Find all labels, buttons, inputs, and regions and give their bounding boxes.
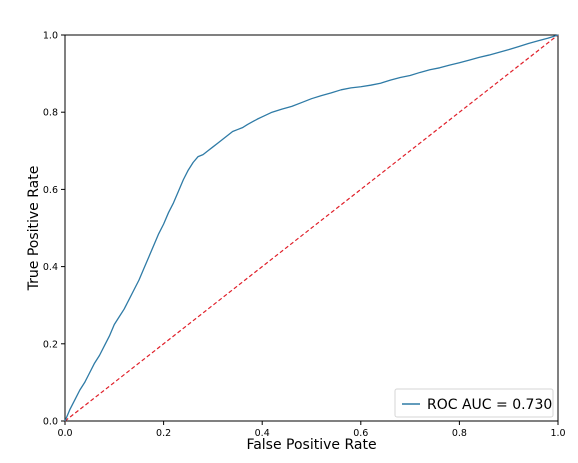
x-axis-title: False Positive Rate [246, 437, 376, 453]
roc-curve-line [64, 34, 559, 422]
x-axis-ticks: 0.0 0.2 0.4 0.6 0.8 1.0 [57, 421, 566, 439]
series-layer [64, 34, 559, 422]
x-tick-label: 0.0 [57, 428, 72, 439]
x-tick-label: 1.0 [550, 428, 565, 439]
legend-box [394, 388, 554, 418]
x-tick-label: 0.2 [156, 428, 171, 439]
y-tick-label: 0.8 [43, 108, 58, 119]
y-tick-label: 1.0 [43, 31, 58, 42]
x-tick-label: 0.8 [452, 428, 467, 439]
chance-diagonal-line [64, 34, 559, 422]
y-tick-label: 0.2 [43, 339, 58, 350]
x-tick-label: 0.4 [255, 428, 270, 439]
legend: ROC AUC = 0.730 [394, 388, 554, 418]
legend-entry-label: ROC AUC = 0.730 [427, 397, 552, 413]
y-tick-label: 0.4 [43, 262, 58, 273]
y-axis-ticks: 0.0 0.2 0.4 0.6 0.8 1.0 [43, 31, 65, 428]
x-tick-label: 0.6 [353, 428, 368, 439]
y-axis-title: True Positive Rate [26, 166, 42, 292]
y-tick-label: 0.0 [43, 417, 58, 428]
y-tick-label: 0.6 [43, 185, 58, 196]
